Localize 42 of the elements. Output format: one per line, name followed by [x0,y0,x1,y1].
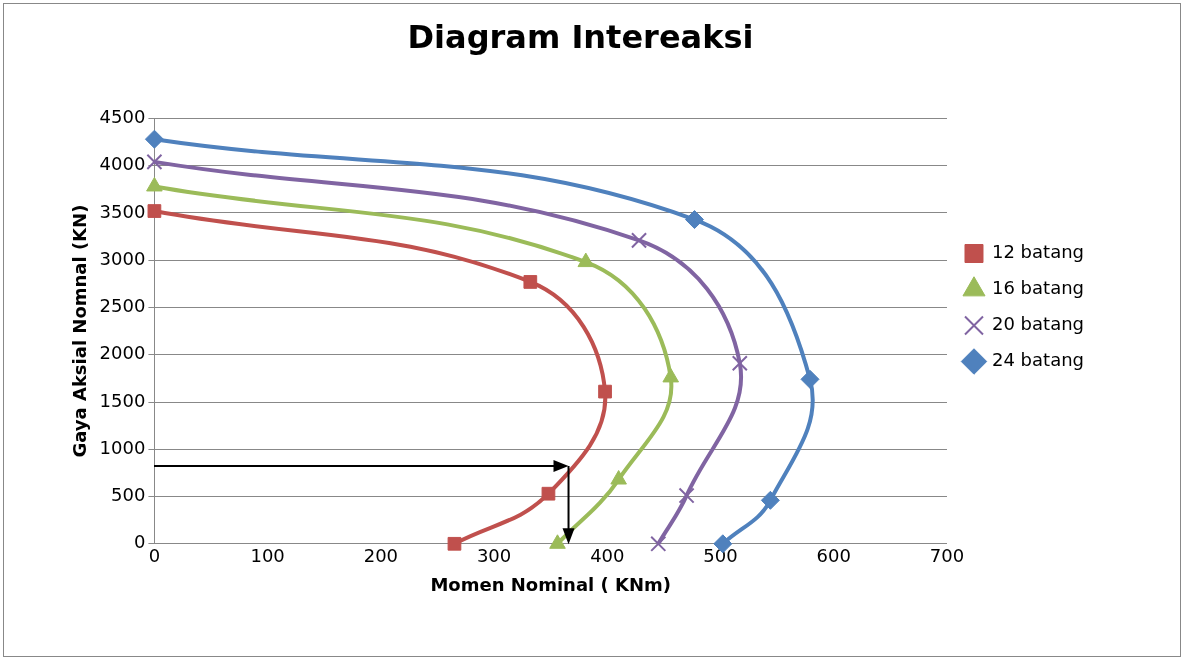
x-tick-label: 200 [363,545,399,567]
point [144,129,164,149]
chart-title: Diagram Intereaksi [407,17,754,56]
legend-label: 20 batang [992,313,1085,335]
x-axis-title: Momen Nominal ( KNm) [430,573,671,595]
y-tick-label: 2500 [99,295,146,317]
point [147,204,162,218]
point [630,232,648,249]
point [598,384,612,399]
x-tick-label: 600 [816,545,851,567]
y-tick-label: 3500 [99,200,146,222]
x-tick-label: 400 [590,545,625,567]
point [541,486,556,501]
legend-label: 24 batang [992,349,1085,371]
point [447,536,462,551]
y-tick-label: 2000 [99,342,146,364]
x-tick-label: 100 [250,545,285,567]
point [610,470,627,485]
point [146,153,163,170]
y-tick-label: 1500 [99,389,146,411]
y-tick-label: 4000 [99,153,146,175]
y-tick-label: 4500 [99,106,146,128]
y-tick-label: 1000 [99,436,146,458]
y-tick-label: 3000 [99,247,146,269]
y-tick-label: 500 [111,484,146,506]
legend-label: 12 batang [992,241,1085,263]
x-tick-label: 300 [476,545,512,567]
point [685,210,704,230]
y-tick-label: 0 [133,531,146,553]
x-tick-label: 0 [148,545,161,567]
point [760,490,780,510]
x-tick-label: 700 [929,545,965,567]
point [577,252,595,268]
y-axis-title: Gaya Aksial Nomnal (KN) [69,204,91,458]
point [678,487,695,504]
point [523,275,538,289]
point [650,535,667,552]
x-tick-label: 500 [703,545,738,567]
point [731,355,748,372]
legend-label: 16 batang [992,277,1085,299]
point [800,369,820,389]
point [549,534,566,549]
